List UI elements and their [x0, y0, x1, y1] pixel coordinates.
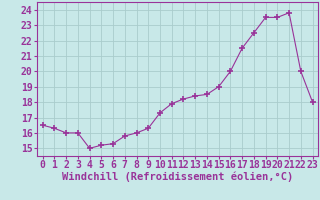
X-axis label: Windchill (Refroidissement éolien,°C): Windchill (Refroidissement éolien,°C) [62, 172, 293, 182]
